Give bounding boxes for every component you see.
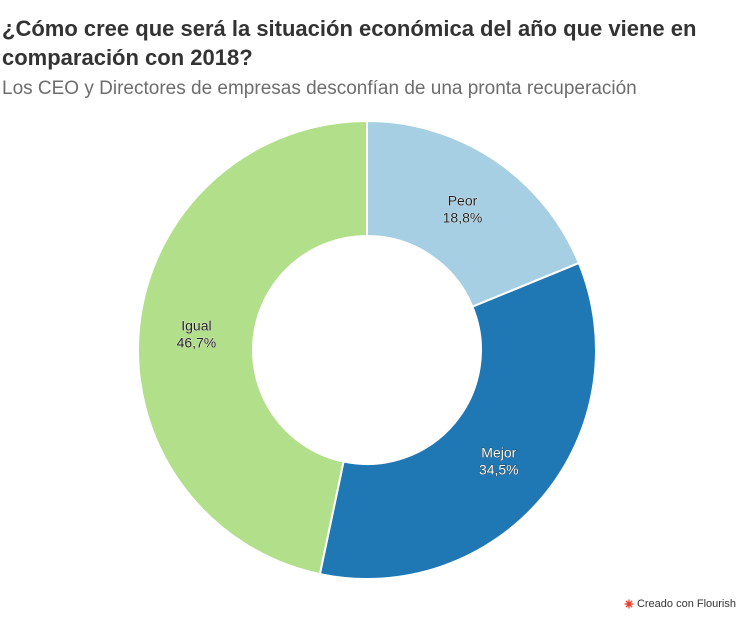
slice-mejor[interactable] [318,261,597,580]
slice-category-label: Peor [448,193,478,209]
flourish-credit[interactable]: Creado con Flourish [624,598,736,610]
slice-value-label: 46,7% [177,334,217,350]
slice-category-label: Igual [181,317,211,333]
flourish-logo-icon [624,599,634,609]
chart-subtitle: Los CEO y Directores de empresas desconf… [2,78,637,99]
slice-igual[interactable] [137,119,368,576]
slice-category-label: Mejor [481,445,516,461]
slice-peor[interactable] [366,119,581,309]
credit-text: Creado con Flourish [636,598,736,610]
slice-value-label: 34,5% [479,462,519,478]
slice-value-label: 18,8% [443,210,483,226]
chart-title: ¿Cómo cree que será la situación económi… [2,16,697,70]
